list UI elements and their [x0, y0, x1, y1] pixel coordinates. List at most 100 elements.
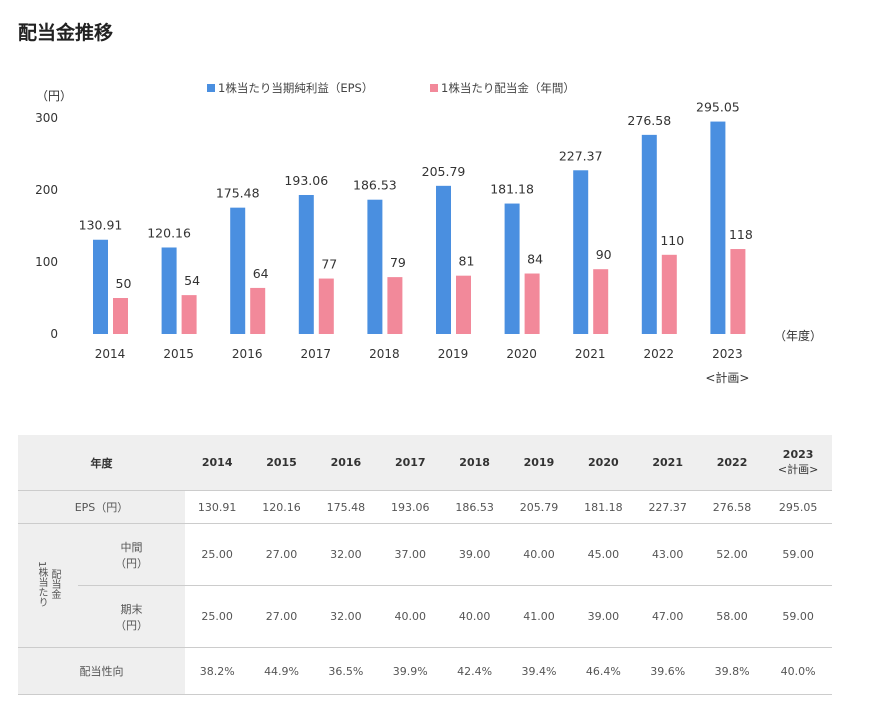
- payout-cell: 40.0%: [764, 647, 832, 695]
- dividend-bar: [730, 249, 746, 334]
- data-label: 295.05: [696, 100, 740, 115]
- interim-cell: 40.00: [506, 523, 572, 586]
- dividend-group-label: 1株当たり 配当金: [18, 523, 78, 648]
- interim-cell: 37.00: [378, 523, 443, 586]
- payout-cell: 39.9%: [378, 647, 443, 695]
- y-tick-label: 0: [50, 327, 58, 341]
- data-label: 81: [459, 254, 475, 269]
- dividend-bar: [181, 295, 197, 334]
- interim-cell: 27.00: [249, 523, 314, 586]
- year-header: 2018: [442, 435, 507, 491]
- yearend-cell: 25.00: [185, 585, 250, 648]
- eps-label: EPS（円）: [18, 490, 185, 524]
- x-tick-label: 2017: [301, 347, 332, 361]
- eps-cell: 175.48: [313, 490, 379, 524]
- data-label: 118: [729, 227, 753, 242]
- yearend-cell: 59.00: [764, 585, 832, 648]
- per-share-label: 1株当たり: [36, 560, 47, 608]
- eps-bar: [230, 207, 246, 334]
- eps-cell: 120.16: [249, 490, 314, 524]
- bar-chart: （円） （年度） 0 100 200 300 1株当たり当期純利益（EPS） 1株当たり配当金…: [35, 81, 822, 385]
- interim-cell: 32.00: [313, 523, 379, 586]
- yearend-cell: 40.00: [378, 585, 443, 648]
- payout-cell: 39.8%: [699, 647, 765, 695]
- eps-bar: [641, 134, 657, 334]
- data-label: 181.18: [490, 182, 534, 197]
- data-label: 90: [596, 247, 612, 262]
- year-header: 2014: [185, 435, 250, 491]
- x-tick-label: 2020: [506, 347, 537, 361]
- yearend-cell: 41.00: [506, 585, 572, 648]
- yearend-cell: 39.00: [571, 585, 636, 648]
- yearend-cell: 58.00: [699, 585, 765, 648]
- legend-swatch: [207, 84, 215, 92]
- eps-cell: 295.05: [764, 490, 832, 524]
- x-tick-label: 2018: [369, 347, 400, 361]
- year-header: 2023 <計画>: [764, 435, 832, 491]
- x-tick-label: 2023: [712, 347, 743, 361]
- eps-bar: [436, 185, 451, 334]
- data-label: 186.53: [353, 178, 397, 193]
- interim-cell: 59.00: [764, 523, 832, 586]
- header-year-label: 年度: [18, 435, 185, 491]
- x-tick-label: 2019: [438, 347, 469, 361]
- x-tick-label: 2014: [95, 347, 126, 361]
- eps-bar: [161, 247, 177, 334]
- payout-cell: 42.4%: [442, 647, 507, 695]
- eps-bar: [367, 199, 383, 334]
- eps-bar: [504, 203, 520, 334]
- data-label: 130.91: [79, 218, 123, 233]
- interim-cell: 52.00: [699, 523, 765, 586]
- data-label: 79: [390, 255, 406, 270]
- payout-cell: 44.9%: [249, 647, 314, 695]
- year-header: 2017: [378, 435, 443, 491]
- eps-cell: 193.06: [378, 490, 443, 524]
- legend-label: 1株当たり配当金（年間）: [441, 81, 575, 95]
- eps-cell: 205.79: [506, 490, 572, 524]
- plan-label: <計画>: [777, 463, 819, 476]
- dividend-bar: [593, 269, 609, 334]
- yearend-label: 期末 （円）: [78, 585, 185, 648]
- legend-label: 1株当たり当期純利益（EPS）: [218, 81, 373, 95]
- eps-cell: 227.37: [635, 490, 700, 524]
- data-label: 193.06: [284, 173, 328, 188]
- y-unit-label: （円）: [36, 89, 72, 103]
- payout-cell: 39.6%: [635, 647, 700, 695]
- payout-cell: 38.2%: [185, 647, 250, 695]
- payout-cell: 46.4%: [571, 647, 636, 695]
- eps-bar: [93, 239, 108, 334]
- eps-bar: [298, 194, 314, 334]
- yearend-cell: 27.00: [249, 585, 314, 648]
- dividend-bar: [524, 273, 540, 334]
- year-header: 2020: [571, 435, 636, 491]
- data-label: 50: [116, 276, 132, 291]
- y-tick-label: 100: [35, 255, 58, 269]
- interim-cell: 25.00: [185, 523, 250, 586]
- x-tick-sublabel: <計画>: [705, 370, 749, 385]
- x-tick-label: 2021: [575, 347, 606, 361]
- y-tick-label: 200: [35, 183, 58, 197]
- eps-cell: 130.91: [185, 490, 250, 524]
- dividend-bar: [387, 277, 403, 334]
- x-tick-label: 2016: [232, 347, 263, 361]
- data-label: 110: [660, 233, 684, 248]
- y-tick-label: 300: [35, 111, 58, 125]
- payout-label: 配当性向: [18, 647, 185, 695]
- year-header: 2015: [249, 435, 314, 491]
- dividend-table: 年度 2014 2015 2016 2017 2018 2019 2020 2021 2022 20…: [18, 435, 832, 695]
- dividend-label: 配当金: [49, 569, 60, 599]
- eps-cell: 276.58: [699, 490, 765, 524]
- yearend-cell: 47.00: [635, 585, 700, 648]
- yearend-cell: 32.00: [313, 585, 379, 648]
- dividend-bar: [456, 275, 471, 334]
- page-title: 配当金推移: [18, 22, 114, 44]
- eps-cell: 186.53: [442, 490, 507, 524]
- interim-cell: 45.00: [571, 523, 636, 586]
- x-tick-label: 2015: [163, 347, 194, 361]
- data-label: 64: [253, 266, 269, 281]
- payout-cell: 36.5%: [313, 647, 379, 695]
- interim-cell: 39.00: [442, 523, 507, 586]
- dividend-bar: [318, 278, 334, 334]
- data-label: 120.16: [147, 225, 191, 240]
- year-header: 2016: [313, 435, 379, 491]
